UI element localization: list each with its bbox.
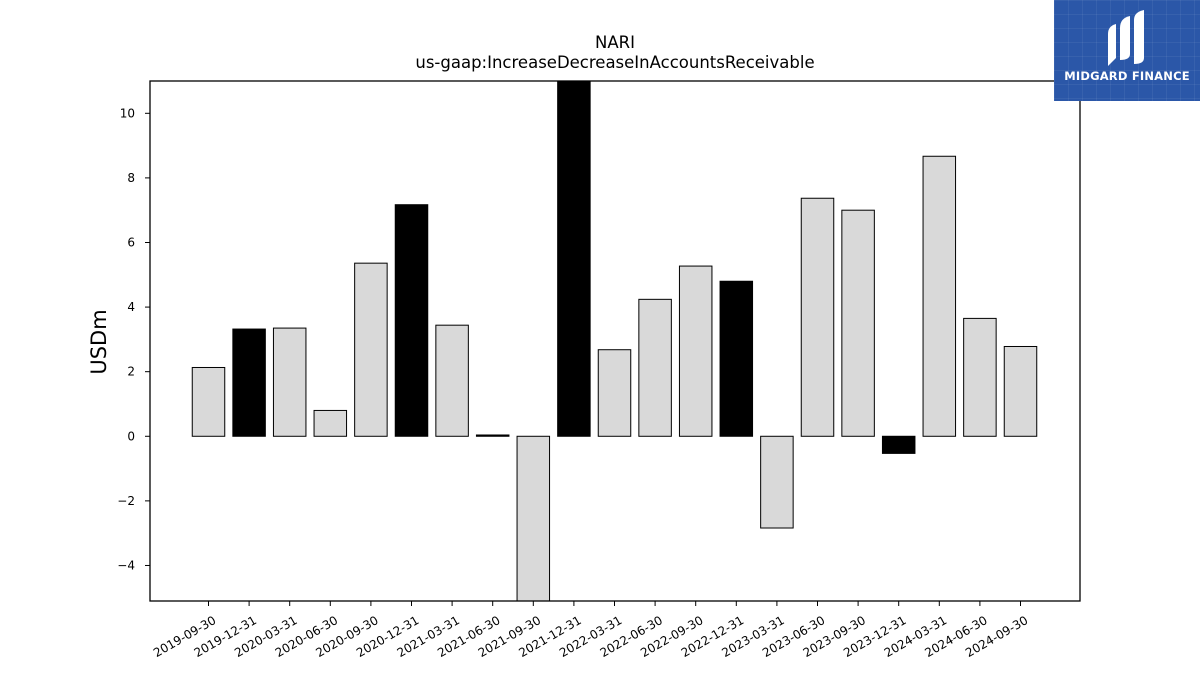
y-tick-label: 4 [127,300,135,314]
bar-2024-09-30 [1003,345,1038,437]
y-tick-label: 2 [127,365,135,379]
y-tick-label: −4 [117,558,135,572]
y-tick-label: 6 [127,235,135,249]
bar-2022-09-30 [678,265,713,437]
bar-2023-06-30 [800,197,835,437]
bar-2024-06-30 [963,317,997,437]
bar-2022-03-31 [597,349,632,437]
bar-2023-03-31 [760,435,794,529]
chart-title: NARI [595,33,635,52]
bar-2019-09-30 [191,366,226,437]
y-axis-label: USDm [87,309,111,374]
y-tick-label: 8 [127,171,135,185]
chart-subtitle: us-gaap:IncreaseDecreaseInAccountsReceiv… [415,53,814,72]
bar-2022-06-30 [638,298,672,437]
bar-2019-12-31 [232,328,266,437]
y-tick-label: −2 [117,494,135,508]
x-axis: 2019-09-302019-12-312020-03-312020-06-30… [151,601,1030,660]
bar-2021-12-31 [557,80,591,437]
bar-2022-12-31 [719,280,754,437]
bar-2020-12-31 [394,204,429,437]
bar-2021-06-30 [475,434,510,437]
bar-2023-09-30 [841,209,875,437]
y-axis: −4 −2 0 2 4 6 8 10 [117,106,150,572]
bars-group [191,80,1038,602]
logo-wordmark: MIDGARD FINANCE [1064,69,1190,83]
midgard-finance-logo: MIDGARD FINANCE [1054,0,1200,101]
bar-2020-03-31 [272,327,307,437]
bar-2020-09-30 [354,262,388,437]
bar-2023-12-31 [881,435,916,454]
y-tick-label: 10 [120,106,135,120]
plot-frame [149,80,1081,602]
bar-2020-06-30 [313,409,348,437]
bar-2021-03-31 [435,324,469,437]
bar-2021-09-30 [516,435,551,602]
y-tick-label: 0 [127,429,135,443]
midgard-logo-icon [1108,10,1144,66]
bar-2024-03-31 [922,155,957,437]
